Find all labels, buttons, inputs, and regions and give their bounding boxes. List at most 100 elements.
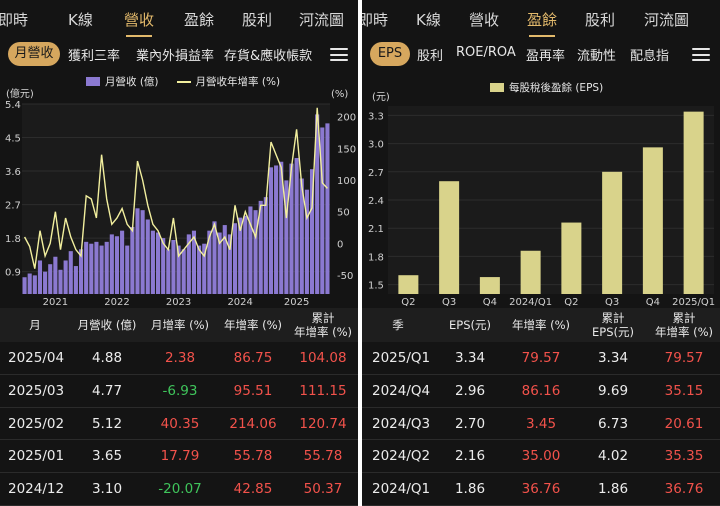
revenue-bar [222,225,227,294]
table-cell: 2024/Q2 [372,448,431,465]
revenue-bar [32,275,37,294]
tab-dividend[interactable]: 股利 [242,11,273,29]
x-tick-label: 2022 [104,297,129,306]
header-mom: 月增率 (%) [150,318,210,332]
revenue-bar [161,238,166,294]
revenue-bar [197,245,202,294]
table-cell: 2024/Q3 [372,415,431,432]
top-tab-bar: 即時 K線 營收 盈餘 股利 河流圖 [362,0,720,38]
table-cell: 55.78 [233,448,273,465]
table-cell: 2.96 [454,382,486,399]
table-header: 月 月營收 (億) 月增率 (%) 年增率 (%) 累計 年增率 (%) [0,308,358,342]
table-cell: 42.85 [233,481,273,498]
table-cell: 1.86 [454,481,486,498]
legend-swatch-revenue [86,77,100,86]
revenue-bar [232,223,238,294]
x-tick-label: Q2 [564,297,578,306]
tab-realtime[interactable]: 即時 [0,11,29,29]
table-cell: 86.75 [233,350,273,366]
table-row[interactable]: 2025/01 3.65 17.79 55.78 55.78 [0,440,358,474]
tab-earnings[interactable]: 盈餘 [184,11,215,29]
subtab-payout-indicator[interactable]: 配息指 [630,49,670,64]
table-row[interactable]: 2025/04 4.88 2.38 86.75 104.08 [0,342,358,375]
eps-bar [642,147,663,294]
subtab-monthly-revenue[interactable]: 月營收 [8,42,60,66]
table-cell: 6.73 [597,415,629,432]
subtab-eps[interactable]: EPS [370,42,410,66]
revenue-bar [284,180,289,294]
tab-river-chart[interactable]: 河流圖 [644,11,690,29]
revenue-bar [309,169,315,294]
eps-panel: 即時 K線 營收 盈餘 股利 河流圖 EPS 股利 ROE/ROA 盈再率 流動… [362,0,720,506]
revenue-bar [279,161,284,294]
table-cell: 104.08 [299,350,347,366]
subtab-dividend[interactable]: 股利 [417,49,444,64]
tab-river-chart[interactable]: 河流圖 [299,11,345,29]
subtab-roe-roa[interactable]: ROE/ROA [456,45,516,60]
tab-kline[interactable]: K線 [416,11,441,29]
table-cell: 4.77 [91,382,123,399]
revenue-bar [135,208,140,294]
revenue-bar [84,241,89,294]
table-row[interactable]: 2025/03 4.77 -6.93 95.51 111.15 [0,375,358,408]
hamburger-menu-icon[interactable] [692,48,710,62]
y-right-tick-label: 200 [337,113,356,124]
table-cell: 2024/Q4 [372,382,431,399]
y-right-tick-label: -50 [337,271,353,282]
tab-earnings[interactable]: 盈餘 [527,11,558,37]
tab-realtime[interactable]: 即時 [362,11,389,29]
table-row[interactable]: 2024/12 3.10 -20.07 42.85 50.37 [0,473,358,506]
tab-revenue[interactable]: 營收 [124,11,155,37]
eps-bar [561,222,582,294]
subtab-non-operating-ratio[interactable]: 業內外損益率 [136,49,215,64]
table-row[interactable]: 2024/Q2 2.16 35.00 4.02 35.35 [362,440,720,474]
header-yoy: 年增率 (%) [511,318,571,332]
revenue-bar [27,273,32,294]
table-row[interactable]: 2024/Q1 1.86 36.76 1.86 36.76 [362,473,720,506]
tab-kline[interactable]: K線 [68,11,93,29]
table-row[interactable]: 2025/02 5.12 40.35 214.06 120.74 [0,408,358,441]
revenue-bar [181,249,186,294]
subtab-inventory-receivables[interactable]: 存貨&應收帳款 [224,49,313,64]
eps-chart: (元) 3.3 3.0 2.7 2.4 2.1 1.8 1.5 Q2 Q3 Q4 2024/Q1 Q2… [368,92,715,306]
tab-dividend[interactable]: 股利 [585,11,616,29]
table-cell: 3.34 [597,350,629,366]
header-cumulative-yoy: 累計 年增率 (%) [654,311,714,339]
revenue-bar [263,197,268,294]
revenue-bar [176,245,181,294]
hamburger-menu-icon[interactable] [330,48,348,62]
table-cell: 2.16 [454,448,486,465]
monthly-revenue-table: 月 月營收 (億) 月增率 (%) 年增率 (%) 累計 年增率 (%) 202… [0,308,358,506]
tab-revenue[interactable]: 營收 [469,11,500,29]
table-cell: 95.51 [233,382,273,399]
table-cell: 17.79 [160,448,200,465]
revenue-bar [99,245,104,294]
revenue-bar [22,277,27,294]
revenue-bar [68,251,73,294]
top-tab-bar: 即時 K線 營收 盈餘 股利 河流圖 [0,0,358,38]
table-cell: 50.37 [303,481,343,498]
subtab-reinvestment-rate[interactable]: 盈再率 [526,49,566,64]
table-cell: 36.76 [521,481,561,498]
panel-divider [358,0,362,506]
y-left-tick-label: 2.7 [5,201,21,212]
table-header: 季 EPS(元) 年增率 (%) 累計 EPS(元) 累計 年增率 (%) [362,308,720,342]
chart-legend: 月營收 (億) 月營收年增率 (%) [86,74,280,89]
revenue-bar [145,219,150,294]
revenue-bar [78,249,84,294]
y-tick-label: 2.1 [368,224,384,235]
table-row[interactable]: 2024/Q4 2.96 86.16 9.69 35.15 [362,375,720,408]
revenue-bar [140,210,145,294]
y-right-tick-label: 0 [337,239,343,250]
revenue-bar [48,264,53,294]
table-row[interactable]: 2025/Q1 3.34 79.57 3.34 79.57 [362,342,720,375]
subtab-liquidity[interactable]: 流動性 [577,49,617,64]
table-cell: 36.76 [664,481,704,498]
y-tick-label: 1.8 [368,252,384,263]
subtab-profit-margins[interactable]: 獲利三率 [68,49,121,64]
revenue-bar [243,215,248,294]
table-row[interactable]: 2024/Q3 2.70 3.45 6.73 20.61 [362,408,720,441]
revenue-bar [227,234,232,294]
header-month: 月 [29,318,41,332]
x-tick-label: 2024/Q1 [509,297,552,306]
